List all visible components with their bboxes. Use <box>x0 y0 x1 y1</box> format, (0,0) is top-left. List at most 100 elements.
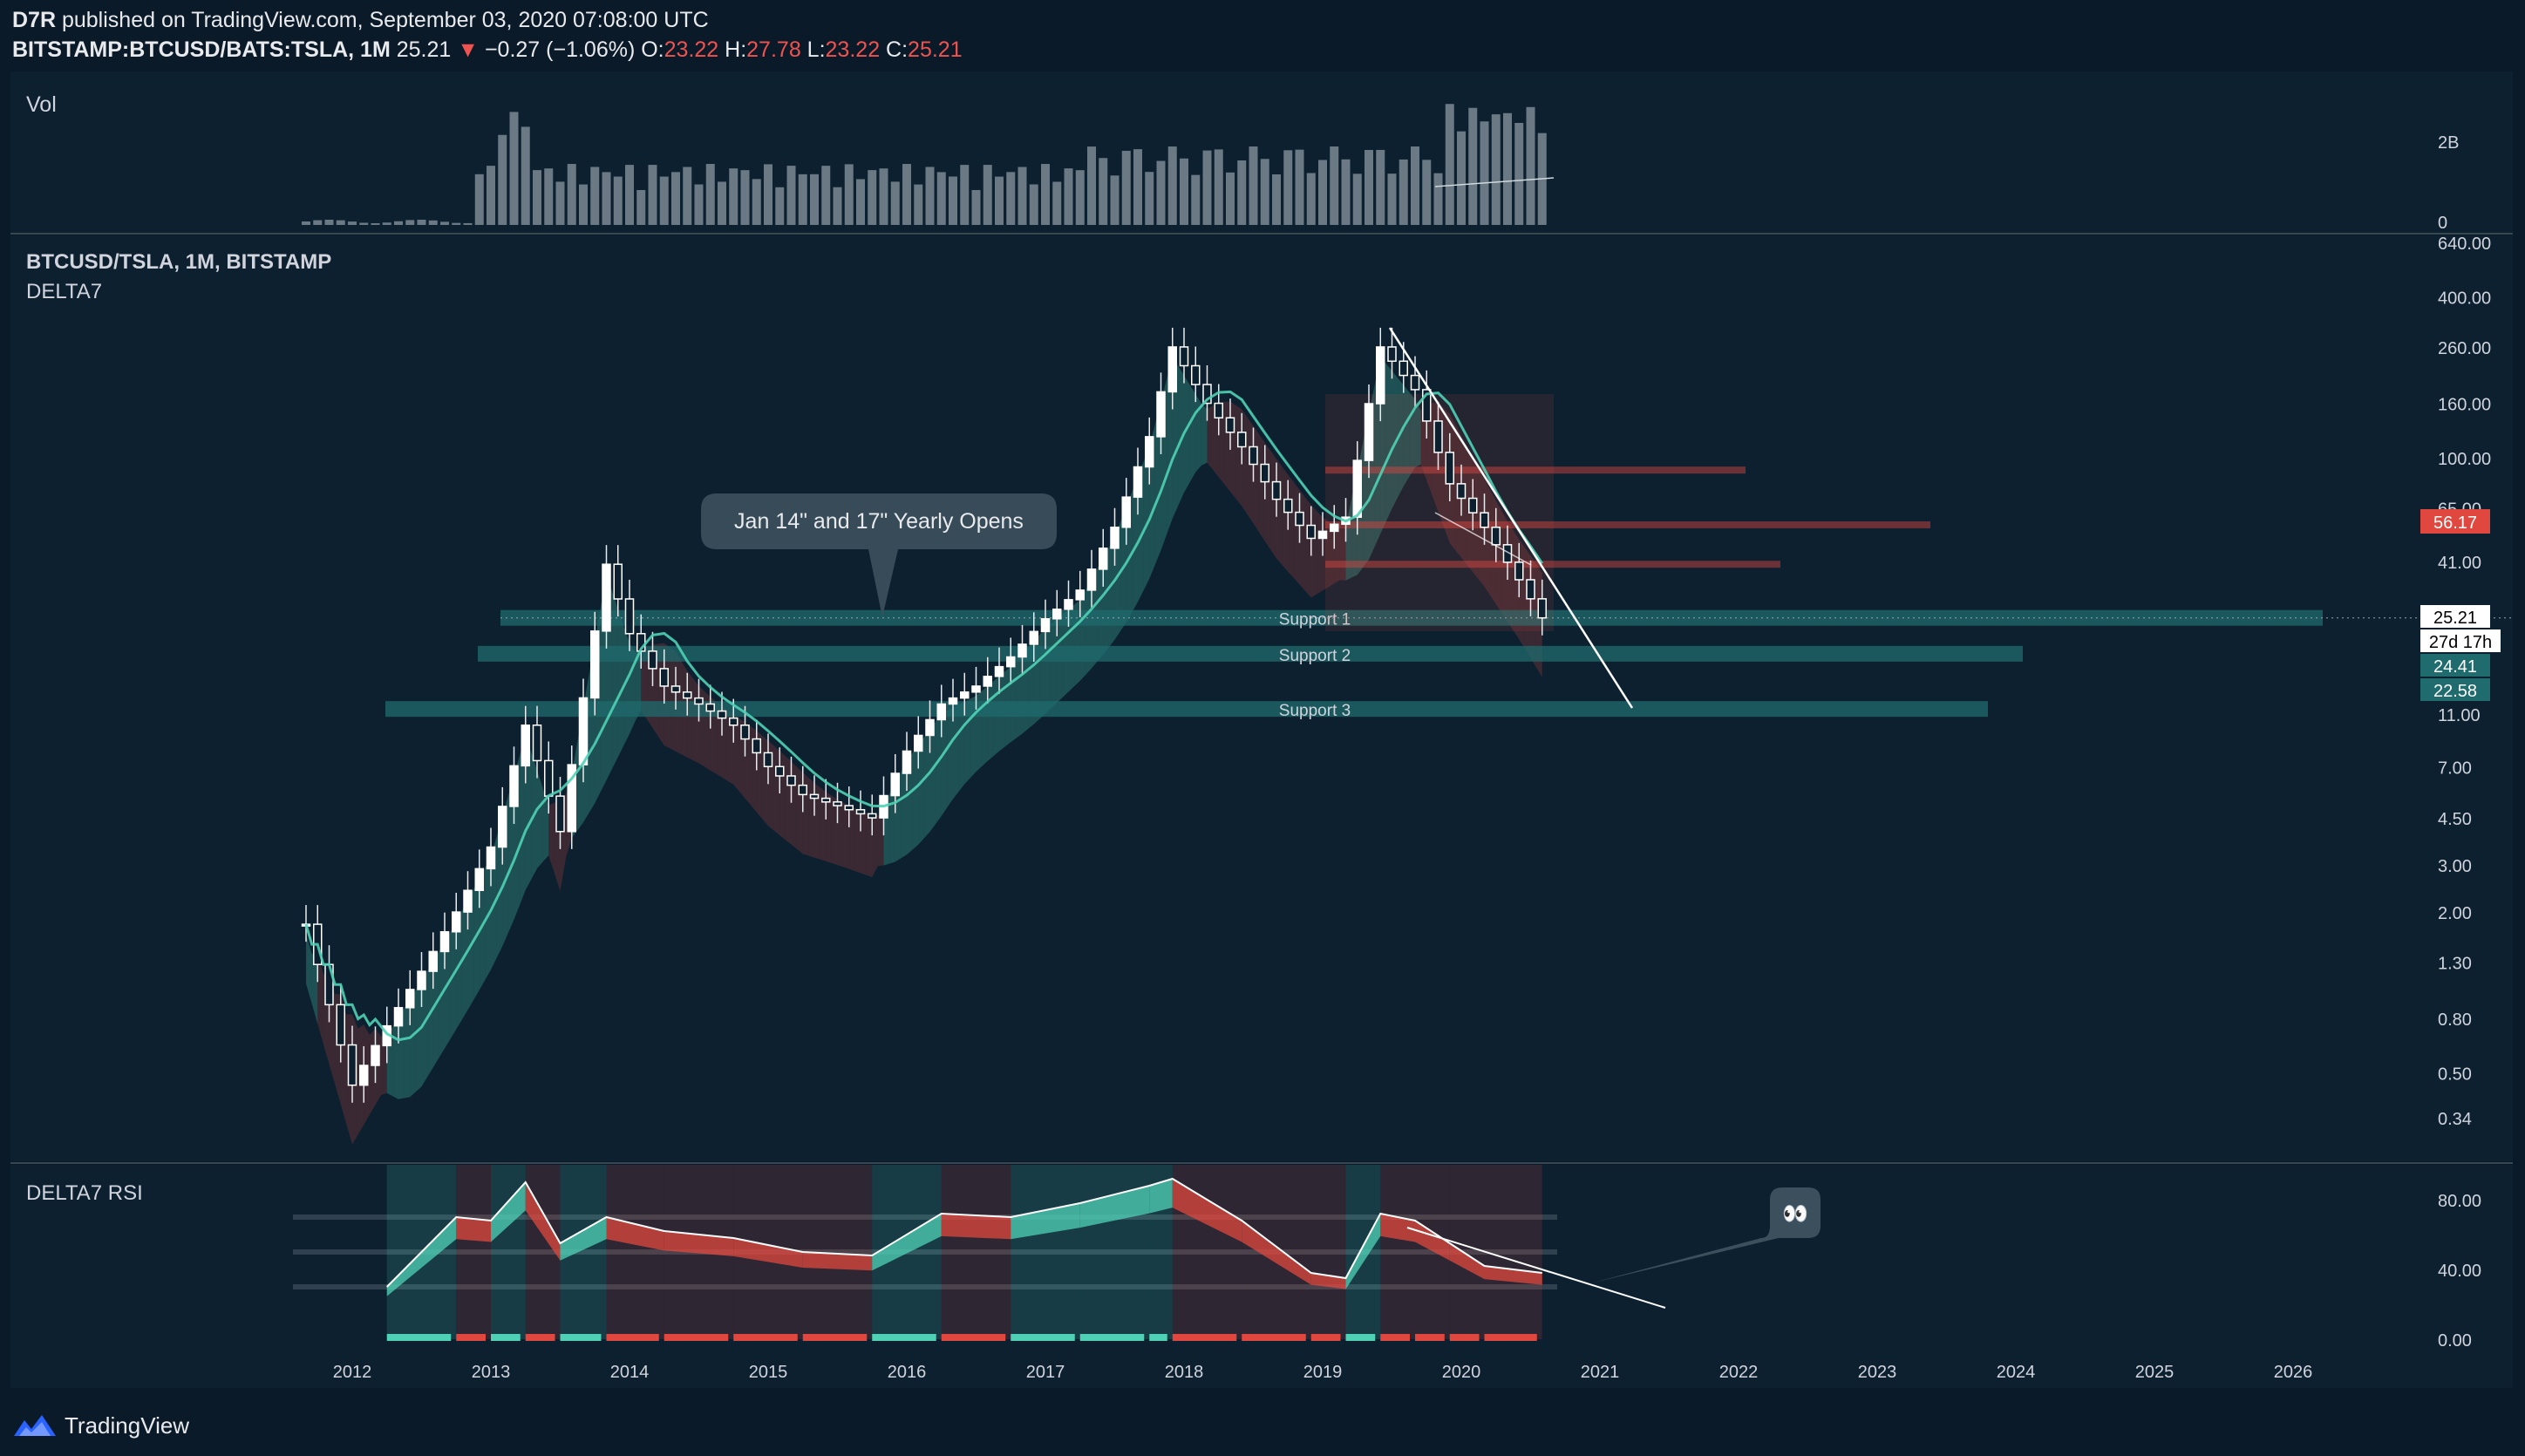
cloud-seg-171 <box>1293 482 1300 585</box>
vol-bar-89 <box>1330 146 1339 225</box>
price-series <box>301 327 1547 1103</box>
vol-bar-21 <box>544 168 554 225</box>
cloud-seg-0 <box>306 934 312 1004</box>
rsi-fill-21 <box>1484 1266 1542 1285</box>
candle-28 <box>624 598 635 635</box>
support-label-1: Support 1 <box>1279 611 1351 629</box>
vol-bar-19 <box>521 126 530 225</box>
rsi-fill-0 <box>386 1217 457 1296</box>
cloud-seg-152 <box>1184 375 1190 493</box>
candle-14 <box>463 889 473 913</box>
tradingview-logo-icon[interactable] <box>12 1412 58 1439</box>
rsi-fill-3 <box>525 1182 561 1261</box>
yearly-opens-callout[interactable]: Jan 14" and 17" Yearly Opens <box>701 493 1057 617</box>
support-zones: Support 1 Support 2 Support 3 <box>385 609 2511 720</box>
vol-bar-26 <box>602 172 611 225</box>
cloud-seg-13 <box>381 1035 387 1096</box>
cloud-seg-17 <box>404 999 411 1099</box>
candle-78 <box>1202 384 1212 405</box>
vol-bar-28 <box>625 165 634 225</box>
rsi-fill-11 <box>1011 1203 1080 1240</box>
candle-55 <box>936 703 946 721</box>
vol-bar-36 <box>718 181 726 225</box>
tradingview-brand[interactable]: TradingView <box>65 1412 190 1439</box>
vol-bar-4 <box>348 221 357 225</box>
rsi-tick-1: 40.00 <box>2438 1262 2481 1281</box>
vol-bar-105 <box>1514 122 1524 225</box>
vol-bar-97 <box>1422 160 1432 225</box>
rsi-strip-7 <box>733 1334 798 1341</box>
candle-23 <box>567 764 576 833</box>
vol-bar-62 <box>1017 167 1027 225</box>
vol-bar-87 <box>1306 173 1316 225</box>
rsi-bg-16 <box>1310 1165 1346 1339</box>
candle-93 <box>1376 346 1385 405</box>
candle-36 <box>717 710 727 719</box>
low-label: L: <box>807 37 826 62</box>
publisher-name[interactable]: D7R <box>12 8 57 32</box>
vol-bar-55 <box>936 172 946 225</box>
cloud-seg-103 <box>901 760 907 859</box>
badge-red: 56.17 <box>2433 514 2477 533</box>
vol-bar-10 <box>417 220 426 225</box>
rsi-bg-18 <box>1380 1165 1415 1339</box>
vol-bar-32 <box>671 172 680 225</box>
vol-bar-48 <box>856 179 865 225</box>
cloud-seg-111 <box>947 707 953 808</box>
candle-32 <box>670 685 681 693</box>
badge-last-bg <box>2420 605 2490 628</box>
vol-bar-13 <box>452 222 461 225</box>
candle-71 <box>1121 496 1131 528</box>
time-tick-6: 2018 <box>1165 1363 1204 1382</box>
price-pane[interactable] <box>10 235 2513 1161</box>
vol-bar-23 <box>567 164 576 225</box>
candle-106 <box>1526 579 1535 600</box>
footer: TradingView <box>12 1404 189 1447</box>
time-tick-12: 2024 <box>1997 1363 2036 1382</box>
rsi-strip-13 <box>1149 1334 1167 1341</box>
trendlines[interactable] <box>1388 327 1634 709</box>
candle-38 <box>740 725 750 740</box>
rsi-tick-0: 80.00 <box>2438 1192 2481 1211</box>
rsi-pane[interactable] <box>10 1165 2513 1388</box>
candle-67 <box>1075 589 1085 601</box>
vol-bar-6 <box>371 222 380 225</box>
cloud-seg-16 <box>398 1008 405 1099</box>
cloud-seg-162 <box>1242 409 1248 515</box>
cloud-seg-207 <box>1501 511 1508 622</box>
rsi-fill-17 <box>1345 1214 1381 1289</box>
candle-96 <box>1410 374 1420 391</box>
publisher-line: D7R published on TradingView.com, Septem… <box>12 5 963 35</box>
cloud-seg-117 <box>982 685 988 766</box>
cloud-seg-159 <box>1224 401 1230 492</box>
candle-57 <box>960 691 970 699</box>
cloud-seg-2 <box>317 954 323 1044</box>
cloud-seg-28 <box>467 888 474 1010</box>
rsi-strip-17 <box>1345 1334 1376 1341</box>
vol-bar-96 <box>1411 146 1419 225</box>
cloud-seg-170 <box>1288 474 1294 579</box>
time-tick-0: 2012 <box>333 1363 372 1382</box>
vol-bar-45 <box>821 166 831 225</box>
vol-bar-81 <box>1237 160 1247 225</box>
cloud-seg-204 <box>1484 479 1491 595</box>
candle-6 <box>371 1044 380 1066</box>
price-tick-3: 160.00 <box>2438 396 2491 415</box>
rsi-fill-1 <box>456 1217 491 1242</box>
rsi-title: DELTA7 RSI <box>26 1181 143 1205</box>
vol-bar-37 <box>729 168 738 225</box>
rsi-fill-20 <box>1449 1243 1485 1280</box>
time-tick-2: 2014 <box>610 1363 650 1382</box>
vol-bar-70 <box>1110 175 1120 225</box>
cloud-seg-42 <box>548 802 555 874</box>
vol-bar-99 <box>1445 104 1454 225</box>
symbol[interactable]: BITSTAMP:BTCUSD/BATS:TSLA, 1M <box>12 37 391 62</box>
cloud-seg-96 <box>861 811 867 875</box>
eyes-callout[interactable]: 👀 <box>1590 1187 1821 1283</box>
cloud-seg-175 <box>1317 511 1323 595</box>
cloud-seg-164 <box>1253 425 1260 533</box>
vol-bar-93 <box>1376 149 1385 225</box>
cloud-seg-99 <box>877 805 884 867</box>
rsi-strip-9 <box>872 1334 936 1341</box>
